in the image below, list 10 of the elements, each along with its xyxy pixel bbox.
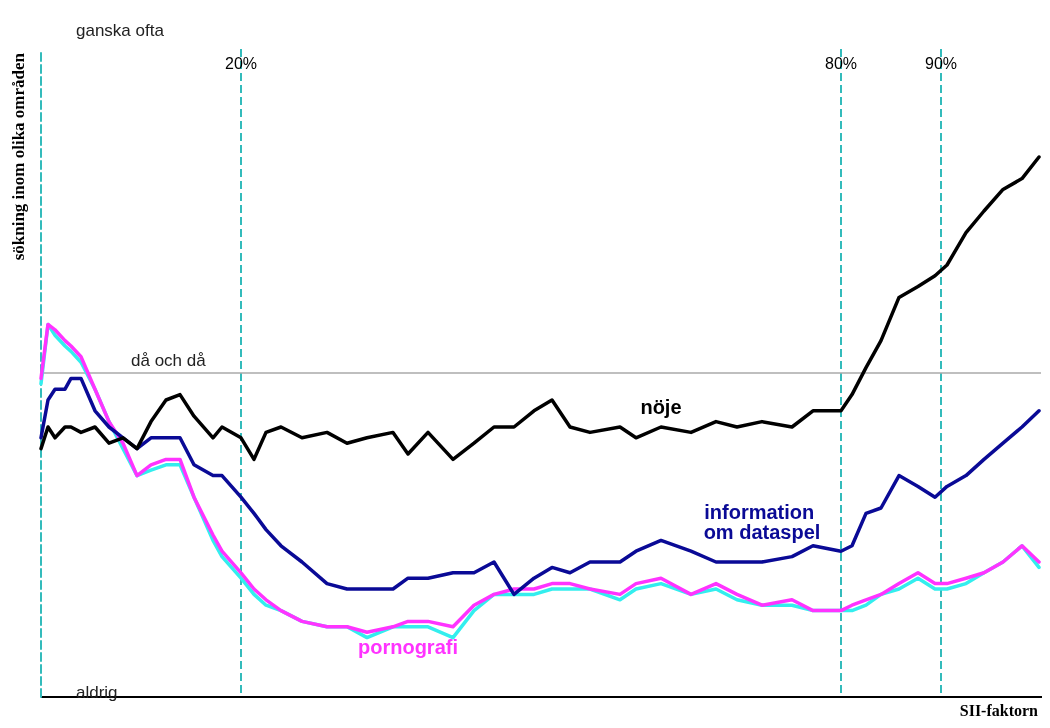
series-label: nöje [640, 396, 682, 418]
y-axis-title: sökning inom olika områden [8, 52, 28, 261]
x-tick-label: 20% [224, 54, 258, 72]
series-label: information om dataspel [703, 501, 821, 543]
x-axis-title: SII-faktorn [959, 701, 1039, 719]
text: ganska ofta [76, 21, 165, 40]
series-label: pornografi [358, 636, 458, 659]
x-tick-label: 90% [924, 54, 958, 72]
ref-line-label: då och då [131, 351, 207, 370]
x-tick-label: 80% [824, 54, 858, 72]
